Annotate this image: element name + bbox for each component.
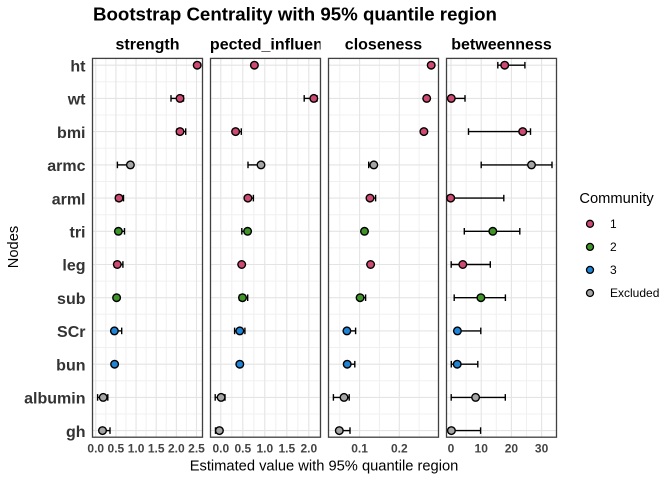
svg-text:ht: ht	[70, 58, 86, 75]
svg-text:3: 3	[610, 263, 617, 277]
svg-text:arml: arml	[52, 191, 86, 208]
svg-text:sub: sub	[57, 291, 86, 308]
svg-text:30: 30	[535, 442, 549, 456]
svg-text:wt: wt	[67, 92, 86, 109]
svg-text:0.2: 0.2	[391, 442, 408, 456]
svg-text:1: 1	[610, 217, 617, 231]
svg-text:0.5: 0.5	[108, 442, 125, 456]
svg-text:SCr: SCr	[57, 324, 85, 341]
svg-text:Nodes: Nodes	[6, 226, 22, 268]
svg-text:0.5: 0.5	[234, 442, 251, 456]
svg-text:strength: strength	[116, 37, 180, 54]
svg-text:leg: leg	[62, 258, 85, 275]
svg-text:20: 20	[505, 442, 519, 456]
svg-text:1.5: 1.5	[278, 442, 295, 456]
svg-text:Bootstrap Centrality with 95%: Bootstrap Centrality with 95% quantile r…	[93, 3, 497, 24]
svg-text:betweenness: betweenness	[451, 37, 552, 54]
svg-text:1.0: 1.0	[128, 442, 145, 456]
svg-text:armc: armc	[47, 158, 85, 175]
svg-text:bun: bun	[56, 357, 85, 374]
svg-text:0.0: 0.0	[212, 442, 229, 456]
svg-text:0.1: 0.1	[351, 442, 368, 456]
svg-text:Excluded: Excluded	[610, 286, 659, 300]
svg-text:0: 0	[448, 442, 455, 456]
svg-text:Estimated value with 95% quant: Estimated value with 95% quantile region	[190, 458, 459, 474]
svg-text:tri: tri	[70, 225, 86, 242]
svg-text:bmi: bmi	[57, 125, 85, 142]
svg-text:closeness: closeness	[345, 37, 422, 54]
svg-text:Expected_influence: Expected_influence	[190, 37, 340, 54]
svg-text:2.0: 2.0	[300, 442, 317, 456]
svg-text:2.5: 2.5	[188, 442, 205, 456]
svg-text:0.0: 0.0	[87, 442, 104, 456]
svg-text:albumin: albumin	[24, 391, 85, 408]
svg-text:2: 2	[610, 240, 617, 254]
svg-text:10: 10	[475, 442, 489, 456]
svg-text:2.0: 2.0	[168, 442, 185, 456]
svg-text:Community: Community	[579, 191, 654, 207]
svg-text:1.5: 1.5	[148, 442, 165, 456]
svg-text:1.0: 1.0	[256, 442, 273, 456]
svg-text:gh: gh	[66, 424, 86, 441]
